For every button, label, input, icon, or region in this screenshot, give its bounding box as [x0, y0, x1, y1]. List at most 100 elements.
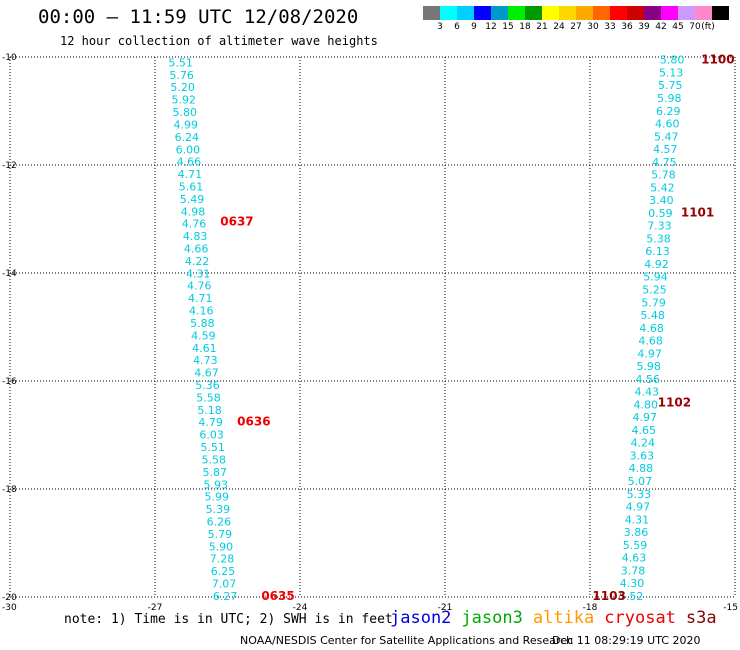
wave-height-value: 5.79	[641, 296, 666, 309]
wave-height-value: 4.97	[637, 347, 662, 360]
wave-height-value: 4.30	[620, 577, 645, 590]
wave-height-value: 5.42	[650, 181, 675, 194]
wave-height-value: 4.16	[189, 305, 214, 318]
lon-tick-label: -15	[723, 603, 738, 613]
wave-height-value: 4.61	[192, 342, 217, 355]
satellite-name: s3a	[685, 608, 717, 628]
wave-height-value: 4.71	[188, 292, 213, 305]
colorbar-label: 36	[621, 22, 633, 32]
colorbar-label: 3	[437, 22, 443, 32]
wave-height-value: 5.33	[627, 488, 652, 501]
wave-height-value: 6.24	[175, 131, 200, 144]
wave-height-value: 5.13	[659, 66, 684, 79]
wave-height-value: 4.57	[653, 143, 678, 156]
wave-height-value: 5.79	[208, 528, 233, 541]
wave-height-value: 4.97	[633, 411, 658, 424]
wave-height-value: 5.87	[202, 466, 227, 479]
colorbar-swatch	[559, 6, 576, 20]
colorbar-swatch	[525, 6, 542, 20]
wave-height-value: 5.78	[651, 169, 676, 182]
colorbar-swatch	[542, 6, 559, 20]
wave-height-value: 4.67	[194, 367, 219, 380]
credit-line: NOAA/NESDIS Center for Satellite Applica…	[240, 634, 574, 647]
wave-height-value: 4.98	[181, 205, 206, 218]
colorbar-label: 70	[689, 22, 701, 32]
pass-time-label: 1102	[658, 396, 691, 410]
wave-height-value: 5.94	[643, 271, 668, 284]
lat-tick-label: -10	[2, 53, 17, 63]
wave-height-value: 4.97	[626, 501, 651, 514]
colorbar-swatch	[712, 6, 729, 20]
colorbar-label: 6	[454, 22, 460, 32]
wave-height-value: 5.93	[204, 478, 229, 491]
wave-height-value: 4.83	[183, 230, 208, 243]
wave-height-value: 5.88	[190, 317, 215, 330]
colorbar-label: 12	[485, 22, 497, 32]
lat-tick-label: -12	[2, 161, 17, 171]
pass-time-label: 1100	[701, 53, 734, 67]
wave-height-value: 4.59	[191, 329, 216, 342]
colorbar-label: 24	[553, 22, 565, 32]
colorbar-label: 15	[502, 22, 514, 32]
colorbar-swatch	[474, 6, 491, 20]
colorbar-swatch	[593, 6, 610, 20]
lat-tick-label: -14	[2, 269, 17, 279]
colorbar-swatch	[695, 6, 712, 20]
lat-tick-label: -18	[2, 485, 17, 495]
wave-height-value: 5.61	[179, 180, 204, 193]
wave-height-value: 4.31	[625, 513, 650, 526]
satellite-name: altika	[532, 608, 595, 628]
wave-height-value: 3.86	[624, 526, 649, 539]
lat-tick-label: -20	[2, 593, 17, 603]
wave-height-value: 4.71	[178, 168, 203, 181]
colorbar-swatch	[627, 6, 644, 20]
wave-height-value: 5.80	[660, 54, 685, 67]
wave-height-value: 4.24	[631, 437, 656, 450]
wave-height-value: 4.73	[193, 354, 218, 367]
satellite-legend: jason2 jason3 altika cryosat s3a	[390, 608, 727, 628]
colorbar-label: 30	[587, 22, 599, 32]
colorbar-swatch	[508, 6, 525, 20]
generated-timestamp: Dec 11 08:29:19 UTC 2020	[552, 634, 701, 647]
wave-height-value: 5.98	[657, 92, 682, 105]
wave-height-value: 4.76	[187, 280, 212, 293]
wave-height-value: 4.65	[632, 424, 657, 437]
wave-height-value: 6.00	[176, 143, 201, 156]
colorbar-label: 27	[570, 22, 582, 32]
page-subtitle: 12 hour collection of altimeter wave hei…	[60, 34, 378, 48]
lon-tick-label: -24	[293, 603, 308, 613]
wave-height-value: 4.66	[184, 243, 209, 256]
page-title: 00:00 – 11:59 UTC 12/08/2020	[38, 6, 359, 28]
wave-height-value: 4.92	[644, 258, 669, 271]
colorbar-legend	[423, 6, 729, 20]
wave-height-value: 5.98	[636, 360, 661, 373]
colorbar-swatch	[610, 6, 627, 20]
wave-height-value: 5.47	[654, 130, 679, 143]
wave-height-value: 5.25	[642, 284, 667, 297]
wave-height-value: 3.63	[630, 449, 655, 462]
wave-height-value: 4.66	[177, 156, 202, 169]
wave-height-value: 4.68	[638, 335, 663, 348]
wave-height-value: 5.20	[170, 81, 195, 94]
wave-height-value: 5.92	[171, 94, 196, 107]
wave-height-value: 7.28	[210, 553, 235, 566]
satellite-name: cryosat	[604, 608, 676, 628]
wave-height-value: 5.52	[619, 590, 644, 603]
wave-height-value: 4.88	[629, 462, 654, 475]
lon-tick-label: -30	[2, 603, 17, 613]
wave-height-value: 5.39	[206, 503, 231, 516]
satellite-name: jason2	[390, 608, 452, 628]
wave-height-value: 5.80	[173, 106, 198, 119]
wave-height-value: 4.79	[198, 416, 223, 429]
wave-height-value: 7.07	[212, 578, 237, 591]
wave-height-value: 3.78	[621, 564, 646, 577]
wave-height-value: 5.75	[658, 79, 683, 92]
colorbar-swatch	[644, 6, 661, 20]
pass-time-label: 0635	[261, 589, 294, 603]
pass-time-label: 1103	[592, 589, 625, 603]
wave-height-value: 3.40	[649, 194, 674, 207]
wave-height-value: 6.13	[645, 245, 670, 258]
wave-height-value: 6.26	[207, 515, 232, 528]
wave-height-value: 4.56	[635, 373, 660, 386]
